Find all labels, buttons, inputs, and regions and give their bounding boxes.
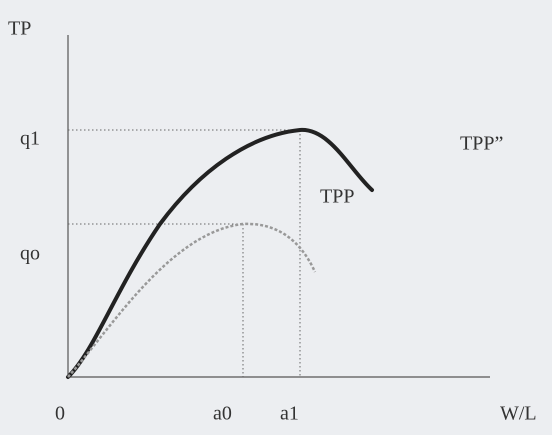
y-axis-label: TP	[8, 18, 31, 40]
input-label: a0	[213, 403, 232, 425]
x-axis-label: W/L	[500, 403, 537, 425]
background	[0, 0, 552, 435]
level-label: q1	[20, 128, 40, 150]
curve-label: TPP”	[460, 133, 503, 155]
origin-label: 0	[55, 403, 65, 425]
input-label: a1	[280, 403, 299, 425]
diagram: TP q1 qo TPP TPP” 0 a0 a1 W/L	[0, 0, 552, 435]
curve-label: TPP	[320, 186, 354, 208]
page: {"axes": {"y_label": "TP", "x_label": "W…	[0, 0, 552, 435]
level-label: qo	[20, 243, 40, 265]
